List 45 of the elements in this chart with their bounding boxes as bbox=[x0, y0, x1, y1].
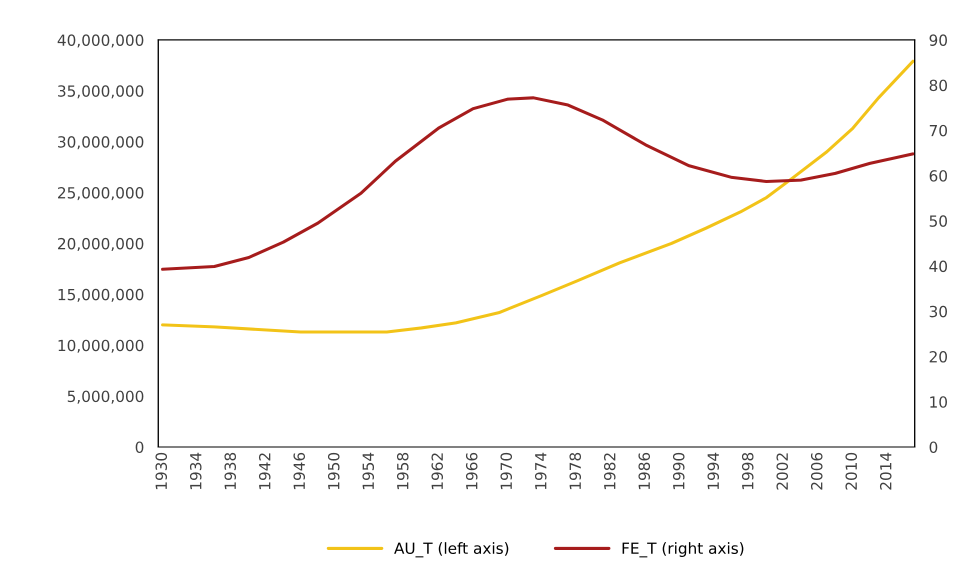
y2-tick-label: 10 bbox=[930, 396, 947, 408]
y-tick-label: 30,000,000 bbox=[58, 136, 144, 150]
y2-tick-label: 60 bbox=[930, 170, 947, 182]
y-tick-label: 25,000,000 bbox=[58, 187, 144, 200]
y-tick-label: 40,000,000 bbox=[58, 34, 144, 48]
y2-tick-label: 90 bbox=[930, 34, 947, 46]
x-tick-label: 2006 bbox=[810, 452, 823, 490]
x-tick-label: 1974 bbox=[534, 452, 547, 490]
x-tick-label: 1946 bbox=[293, 452, 306, 490]
y-tick-label: 15,000,000 bbox=[58, 288, 144, 302]
y-tick-label: 20,000,000 bbox=[58, 238, 144, 252]
y2-tick-label: 40 bbox=[929, 260, 947, 272]
x-tick-label: 1978 bbox=[569, 452, 582, 490]
x-tick-label: 2002 bbox=[776, 453, 788, 490]
line-series bbox=[161, 96, 914, 271]
y-tick-label: 5,000,000 bbox=[68, 390, 144, 404]
x-tick-label: 1954 bbox=[362, 452, 374, 490]
y2-tick-label: 20 bbox=[930, 351, 947, 363]
x-tick-label: 2014 bbox=[880, 452, 892, 490]
x-tick-label: 1994 bbox=[707, 452, 720, 490]
y2-tick-label: 30 bbox=[930, 306, 947, 318]
x-tick-label: 1938 bbox=[224, 452, 236, 490]
x-tick-label: 1962 bbox=[431, 453, 444, 490]
x-tick-label: 1970 bbox=[500, 452, 512, 490]
y2-tick-label: 80 bbox=[930, 80, 947, 92]
x-tick-label: 1990 bbox=[672, 452, 685, 490]
legend-label: AU_T (left axis) bbox=[394, 542, 508, 558]
y2-tick-label: 50 bbox=[930, 215, 947, 227]
y2-tick-label: 0 bbox=[930, 441, 938, 454]
x-tick-label: 1934 bbox=[190, 452, 202, 490]
x-tick-label: 1958 bbox=[396, 452, 409, 490]
y2-tick-label: 70 bbox=[930, 124, 947, 136]
legend-label: FE_T (right axis) bbox=[622, 542, 744, 558]
x-tick-label: 1998 bbox=[742, 452, 754, 490]
y-tick-label: 10,000,000 bbox=[58, 340, 144, 353]
x-tick-label: 1986 bbox=[638, 452, 650, 490]
y-tick-label: 0 bbox=[136, 441, 144, 454]
x-tick-label: 1982 bbox=[604, 453, 616, 490]
x-tick-label: 1966 bbox=[466, 452, 478, 490]
x-tick-label: 1950 bbox=[328, 452, 340, 490]
x-tick-label: 1930 bbox=[155, 452, 168, 490]
line-series bbox=[161, 60, 914, 334]
x-tick-label: 1942 bbox=[258, 453, 271, 490]
x-tick-label: 2010 bbox=[845, 452, 858, 490]
y-tick-label: 35,000,000 bbox=[58, 85, 144, 98]
